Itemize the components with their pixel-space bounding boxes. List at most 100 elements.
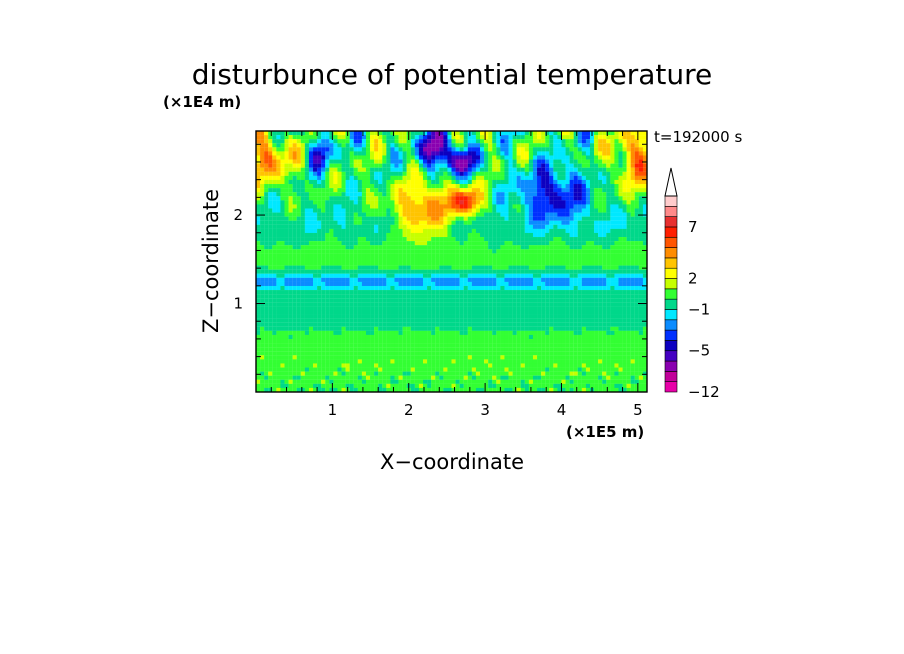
heatmap-cell xyxy=(545,241,550,246)
heatmap-cell xyxy=(463,143,468,148)
heatmap-cell xyxy=(264,228,269,234)
heatmap-cell xyxy=(296,139,301,144)
heatmap-cell xyxy=(549,184,554,189)
heatmap-cell xyxy=(524,281,529,287)
heatmap-cell xyxy=(317,167,322,172)
heatmap-cell xyxy=(602,257,607,262)
heatmap-cell xyxy=(508,171,513,176)
heatmap-cell xyxy=(553,232,558,238)
heatmap-cell xyxy=(480,294,485,299)
heatmap-cell xyxy=(325,163,330,168)
heatmap-cell xyxy=(410,228,415,234)
heatmap-cell xyxy=(349,143,354,148)
heatmap-cell xyxy=(361,147,367,152)
heatmap-cell xyxy=(337,179,342,185)
heatmap-cell xyxy=(581,200,586,205)
heatmap-cell xyxy=(561,285,566,291)
heatmap-cell xyxy=(480,302,485,307)
heatmap-cell xyxy=(622,212,627,217)
heatmap-cell xyxy=(484,151,489,156)
heatmap-cell xyxy=(492,163,497,168)
heatmap-cell xyxy=(577,261,582,266)
heatmap-cell xyxy=(475,167,481,172)
heatmap-cell xyxy=(549,245,554,250)
heatmap-cell xyxy=(284,188,289,193)
heatmap-cell xyxy=(512,326,517,331)
heatmap-cell xyxy=(382,261,387,266)
heatmap-cell xyxy=(516,143,521,148)
heatmap-cell xyxy=(614,253,619,258)
heatmap-cell xyxy=(500,285,505,291)
heatmap-cell xyxy=(357,277,362,282)
heatmap-cell xyxy=(260,204,265,209)
heatmap-cell xyxy=(467,212,472,217)
heatmap-cell xyxy=(280,200,285,205)
heatmap-cell xyxy=(321,257,326,262)
heatmap-cell xyxy=(475,322,481,327)
heatmap-cell xyxy=(349,318,354,323)
heatmap-cell xyxy=(435,147,440,152)
heatmap-cell xyxy=(553,212,558,217)
heatmap-cell xyxy=(256,200,261,205)
heatmap-cell xyxy=(337,171,342,176)
heatmap-cell xyxy=(630,232,635,238)
heatmap-cell xyxy=(300,147,305,152)
heatmap-cell xyxy=(349,302,354,307)
heatmap-cell xyxy=(537,184,542,189)
heatmap-cell xyxy=(606,159,611,164)
heatmap-cell xyxy=(313,322,318,327)
heatmap-cell xyxy=(622,314,627,319)
heatmap-cell xyxy=(557,253,562,258)
heatmap-cell xyxy=(418,249,424,254)
heatmap-cell xyxy=(280,163,285,168)
heatmap-cell xyxy=(480,139,485,144)
heatmap-cell xyxy=(325,306,330,311)
heatmap-cell xyxy=(537,241,542,246)
heatmap-cell xyxy=(308,143,314,148)
heatmap-cell xyxy=(504,216,509,221)
heatmap-cell xyxy=(532,220,538,225)
heatmap-cell xyxy=(304,159,310,164)
heatmap-cell xyxy=(406,261,411,266)
heatmap-cell xyxy=(484,318,489,323)
heatmap-cell xyxy=(565,200,570,205)
heatmap-cell xyxy=(382,285,387,291)
heatmap-cell xyxy=(443,228,448,234)
heatmap-cell xyxy=(504,237,509,242)
heatmap-cell xyxy=(431,220,436,225)
heatmap-cell xyxy=(296,208,301,213)
heatmap-cell xyxy=(553,285,558,291)
heatmap-cell xyxy=(475,290,481,295)
heatmap-cell xyxy=(573,285,578,291)
heatmap-cell xyxy=(561,192,566,197)
heatmap-cell xyxy=(276,151,281,156)
heatmap-cell xyxy=(402,224,407,229)
heatmap-cell xyxy=(296,334,301,340)
heatmap-cell xyxy=(541,277,546,282)
heatmap-cell xyxy=(386,237,391,242)
heatmap-cell xyxy=(537,298,542,303)
heatmap-cell xyxy=(602,241,607,246)
heatmap-cell xyxy=(524,269,529,274)
heatmap-cell xyxy=(398,212,403,217)
heatmap-cell xyxy=(410,171,415,176)
heatmap-cell xyxy=(361,179,367,185)
heatmap-cell xyxy=(292,302,297,307)
heatmap-cell xyxy=(422,131,428,136)
heatmap-cell xyxy=(630,163,635,168)
heatmap-cell xyxy=(573,261,578,266)
heatmap-cell xyxy=(325,212,330,217)
heatmap-cell xyxy=(353,310,358,315)
heatmap-cell xyxy=(422,167,428,172)
heatmap-cell xyxy=(439,310,444,315)
heatmap-cell xyxy=(443,237,448,242)
heatmap-cell xyxy=(557,290,562,295)
heatmap-cell xyxy=(630,184,635,189)
heatmap-cell xyxy=(545,306,550,311)
heatmap-cell xyxy=(357,147,362,152)
heatmap-cell xyxy=(365,159,371,164)
heatmap-cell xyxy=(337,241,342,246)
heatmap-cell xyxy=(520,228,525,234)
heatmap-cell xyxy=(541,196,546,201)
heatmap-cell xyxy=(394,306,399,311)
